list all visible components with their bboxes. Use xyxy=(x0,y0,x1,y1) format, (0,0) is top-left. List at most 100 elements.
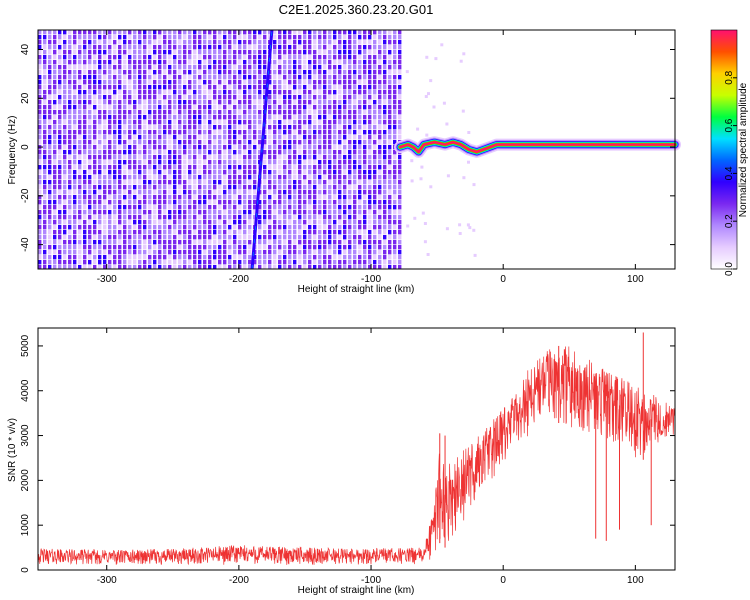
noise-cell xyxy=(83,45,87,50)
noise-cell xyxy=(238,40,242,45)
noise-cell xyxy=(398,40,402,45)
noise-cell xyxy=(143,70,147,75)
noise-cell xyxy=(58,155,62,160)
noise-cell xyxy=(328,155,332,160)
noise-cell xyxy=(253,150,257,155)
noise-cell xyxy=(118,210,122,215)
noise-cell xyxy=(133,95,137,100)
noise-cell xyxy=(293,130,297,135)
noise-cell xyxy=(73,255,77,260)
noise-cell xyxy=(98,220,102,225)
noise-cell xyxy=(58,245,62,250)
noise-cell xyxy=(158,160,162,165)
noise-cell xyxy=(133,100,137,105)
noise-cell xyxy=(188,85,192,90)
noise-cell xyxy=(243,250,247,255)
noise-cell xyxy=(198,230,202,235)
noise-cell xyxy=(128,230,132,235)
noise-cell xyxy=(63,65,67,70)
noise-cell xyxy=(178,50,182,55)
noise-cell xyxy=(398,185,402,190)
noise-cell xyxy=(168,85,172,90)
noise-cell xyxy=(128,95,132,100)
noise-cell xyxy=(323,120,327,125)
noise-cell xyxy=(333,235,337,240)
noise-cell xyxy=(313,40,317,45)
noise-cell xyxy=(143,110,147,115)
noise-cell xyxy=(398,55,402,60)
noise-cell xyxy=(53,195,57,200)
noise-cell xyxy=(353,185,357,190)
noise-cell xyxy=(218,80,222,85)
noise-cell xyxy=(223,245,227,250)
noise-cell xyxy=(343,240,347,245)
noise-cell xyxy=(83,50,87,55)
noise-cell xyxy=(228,155,232,160)
noise-cell xyxy=(133,160,137,165)
noise-cell xyxy=(283,45,287,50)
noise-cell xyxy=(263,190,267,195)
noise-cell xyxy=(43,145,47,150)
noise-cell xyxy=(178,60,182,65)
noise-cell xyxy=(388,75,392,80)
noise-cell xyxy=(118,250,122,255)
noise-cell xyxy=(303,125,307,130)
noise-cell xyxy=(288,65,292,70)
noise-cell xyxy=(353,120,357,125)
noise-cell xyxy=(153,195,157,200)
noise-cell xyxy=(208,180,212,185)
noise-cell xyxy=(273,195,277,200)
noise-cell xyxy=(353,90,357,95)
noise-cell xyxy=(173,140,177,145)
noise-cell xyxy=(308,180,312,185)
noise-cell xyxy=(318,185,322,190)
noise-cell xyxy=(78,85,82,90)
noise-cell xyxy=(128,125,132,130)
noise-cell xyxy=(188,190,192,195)
noise-cell xyxy=(253,60,257,65)
noise-cell xyxy=(373,200,377,205)
noise-cell xyxy=(393,165,397,170)
noise-cell xyxy=(243,245,247,250)
noise-cell xyxy=(48,35,52,40)
noise-cell xyxy=(388,180,392,185)
noise-cell xyxy=(128,120,132,125)
noise-cell xyxy=(118,45,122,50)
noise-cell xyxy=(273,225,277,230)
noise-cell xyxy=(158,85,162,90)
noise-cell xyxy=(388,245,392,250)
noise-cell xyxy=(373,220,377,225)
noise-cell xyxy=(83,80,87,85)
noise-cell xyxy=(118,95,122,100)
noise-cell xyxy=(88,75,92,80)
noise-cell xyxy=(138,250,142,255)
noise-cell xyxy=(283,55,287,60)
noise-cell xyxy=(58,85,62,90)
noise-cell xyxy=(43,30,47,35)
noise-cell xyxy=(308,185,312,190)
noise-cell xyxy=(333,130,337,135)
noise-cell xyxy=(218,175,222,180)
noise-cell xyxy=(333,145,337,150)
noise-cell xyxy=(108,260,112,265)
noise-cell xyxy=(348,130,352,135)
noise-cell xyxy=(383,80,387,85)
noise-cell xyxy=(313,255,317,260)
noise-cell xyxy=(318,125,322,130)
noise-cell xyxy=(293,120,297,125)
noise-cell xyxy=(78,250,82,255)
noise-cell xyxy=(243,35,247,40)
noise-cell xyxy=(238,245,242,250)
noise-cell xyxy=(173,115,177,120)
noise-cell xyxy=(168,165,172,170)
noise-cell xyxy=(318,245,322,250)
noise-cell xyxy=(303,75,307,80)
noise-cell xyxy=(133,255,137,260)
noise-cell xyxy=(233,30,237,35)
noise-cell xyxy=(278,60,282,65)
noise-cell xyxy=(298,255,302,260)
noise-cell xyxy=(353,65,357,70)
noise-cell xyxy=(368,80,372,85)
noise-cell xyxy=(253,195,257,200)
noise-cell xyxy=(318,180,322,185)
